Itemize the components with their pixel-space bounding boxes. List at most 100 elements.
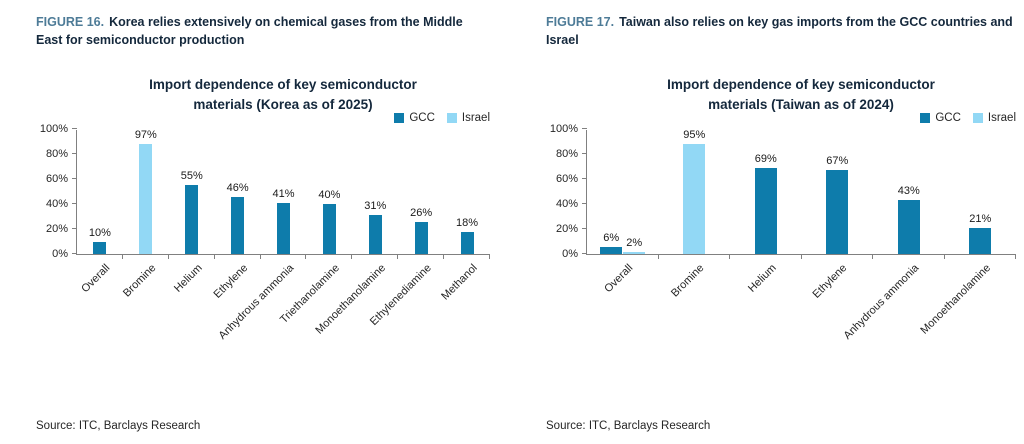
bar-gcc — [414, 221, 428, 255]
category-slot: 41% Anhydrous ammonia — [216, 130, 307, 342]
chart-legend: GCC Israel — [394, 112, 490, 124]
plot-area: 10% Overall 97% Bromine 55% Helium 46% Ethylene… — [72, 128, 491, 342]
legend-swatch-gcc — [920, 113, 931, 124]
bar-wrap: 2% — [623, 130, 646, 255]
bar-value-label: 55% — [180, 170, 203, 183]
x-axis-tick — [305, 254, 307, 260]
bar-wrap: 95% — [683, 130, 705, 255]
figure-number: FIGURE 16. — [36, 15, 105, 29]
x-axis-tick — [121, 254, 123, 260]
legend-swatch-gcc — [394, 113, 405, 124]
bar-value-label: 40% — [318, 189, 341, 202]
figure-17-caption: FIGURE 17. Taiwan also relies on key gas … — [546, 14, 1016, 49]
bar-gcc — [93, 241, 107, 255]
y-axis-label: 60% — [555, 173, 578, 186]
bar-value-label: 10% — [88, 226, 111, 239]
category-slot: 55% Helium — [169, 130, 215, 295]
bar-value-label: 69% — [754, 152, 777, 165]
y-axis-tick — [72, 178, 77, 180]
category-slot: 97% Bromine — [121, 130, 169, 300]
bar-value-label: 18% — [456, 216, 479, 229]
bar-group: 97% — [123, 130, 169, 255]
y-axis-tick — [582, 253, 587, 255]
bar-gcc — [600, 246, 623, 255]
y-axis-label: 40% — [45, 198, 68, 211]
y-axis: 0% 20% 40% 60% 80% 100% — [36, 124, 76, 260]
bar-gcc — [322, 204, 336, 255]
x-axis-label: Ethylene — [810, 262, 850, 301]
y-axis-tick — [582, 128, 587, 130]
bar-wrap: 55% — [180, 130, 203, 255]
bar-wrap: 97% — [135, 130, 157, 255]
bar-gcc — [185, 185, 199, 255]
category-slot: 95% Bromine — [659, 130, 731, 300]
bar-gcc — [368, 215, 382, 255]
category-slot: 6% 2% Overall — [587, 130, 659, 295]
y-axis-label: 20% — [45, 223, 68, 236]
x-axis-tick — [729, 254, 730, 260]
y-axis-tick — [72, 228, 77, 230]
y-axis-label: 100% — [39, 123, 68, 136]
y-axis: 0% 20% 40% 60% 80% 100% — [546, 124, 586, 260]
y-axis-tick — [72, 153, 77, 155]
bar-group: 46% — [215, 130, 261, 255]
legend-swatch-israel — [972, 113, 983, 124]
x-axis-label: Helium — [171, 262, 205, 295]
x-axis-label: Bromine — [669, 262, 707, 300]
x-axis-tick — [443, 254, 445, 260]
bar-wrap: 41% — [272, 130, 295, 255]
bar-gcc — [826, 170, 849, 255]
chart-title: Import dependence of key semiconductor m… — [667, 77, 935, 112]
legend-swatch-israel — [446, 113, 457, 124]
source-note: Source: ITC, Barclays Research — [36, 420, 201, 432]
x-axis-tick — [397, 254, 399, 260]
y-axis-label: 40% — [555, 198, 578, 211]
y-axis-tick — [582, 153, 587, 155]
x-axis-tick — [351, 254, 353, 260]
bar-wrap: 40% — [318, 130, 341, 255]
bar-value-label: 46% — [226, 181, 249, 194]
bar-wrap: 67% — [826, 130, 849, 255]
legend-label: GCC — [409, 112, 435, 125]
bar-group: 10% — [77, 130, 123, 255]
bar-group: 26% — [398, 130, 444, 255]
bar-group: 6% 2% — [587, 130, 659, 255]
chart-title-row: Import dependence of key semiconductor m… — [586, 75, 1016, 114]
legend-label: Israel — [461, 112, 490, 125]
x-axis-label: Overall — [79, 262, 113, 296]
bar-gcc — [231, 196, 245, 255]
bar-group: 31% — [352, 130, 398, 255]
bar-value-label: 43% — [897, 185, 920, 198]
y-axis-tick — [72, 128, 77, 130]
legend-item: Israel — [446, 112, 490, 125]
x-axis-tick — [657, 254, 659, 260]
bar-wrap: 21% — [969, 130, 991, 255]
figure-number: FIGURE 17. — [546, 15, 615, 29]
bar-group: 18% — [444, 130, 490, 255]
category-slot: 43% Anhydrous ammonia — [841, 130, 945, 342]
category-slot: 40% Triethanolamine — [278, 130, 353, 326]
x-axis-tick — [872, 254, 873, 260]
plot-area: 6% 2% Overall 95% Bromine 69% Helium 67% Ethylen… — [582, 128, 1016, 342]
legend-item: Israel — [972, 112, 1016, 125]
x-axis-label: Monoethanolamine — [918, 262, 993, 337]
bar-group: 41% — [261, 130, 307, 255]
chart-legend: GCC Israel — [920, 112, 1016, 124]
y-axis-label: 80% — [555, 148, 578, 161]
bar-value-label: 6% — [603, 231, 620, 244]
x-axis-tick — [1015, 254, 1016, 260]
bar-group: 43% — [873, 130, 945, 255]
plot-row: GCC Israel 0% 20% 40% 60% 80% 100% 10% Overall 9… — [36, 112, 491, 342]
category-slot: 67% Ethylene — [802, 130, 873, 301]
category-slot: 31% Monoethanolamine — [313, 130, 399, 337]
x-axis-label: Helium — [745, 262, 779, 295]
bar-wrap: 10% — [88, 130, 111, 255]
bar-group: 95% — [659, 130, 731, 255]
bar-israel — [623, 251, 646, 255]
plot-row: GCC Israel 0% 20% 40% 60% 80% 100% 6% 2% Overall… — [546, 112, 1016, 342]
bar-wrap: 26% — [410, 130, 432, 255]
category-slot: 10% Overall — [77, 130, 123, 295]
chart-title-row: Import dependence of key semiconductor m… — [76, 75, 490, 114]
legend-label: Israel — [987, 112, 1016, 125]
